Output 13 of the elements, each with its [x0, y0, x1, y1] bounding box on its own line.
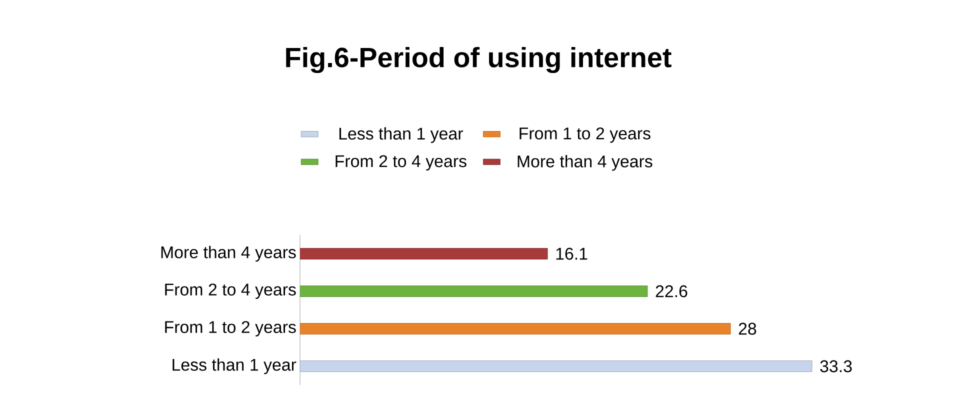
data-label: 33.3 — [820, 360, 852, 372]
legend-label: More than 4 years — [518, 155, 652, 171]
y-tick-label: From 1 to 2 years — [165, 321, 296, 336]
legend-label: From 2 to 4 years — [336, 155, 466, 171]
data-label: 22.6 — [656, 285, 688, 298]
data-label: 16.1 — [556, 248, 588, 260]
y-tick-label: More than 4 years — [161, 246, 296, 262]
chart-title: Fig.6-Period of using internet — [286, 46, 672, 74]
legend-label: From 1 to 2 years — [520, 127, 650, 143]
y-tick-label: Less than 1 year — [172, 358, 296, 374]
y-tick-label: From 2 to 4 years — [165, 284, 296, 299]
legend-label: Less than 1 year — [339, 127, 463, 144]
data-label: 28 — [738, 322, 756, 335]
